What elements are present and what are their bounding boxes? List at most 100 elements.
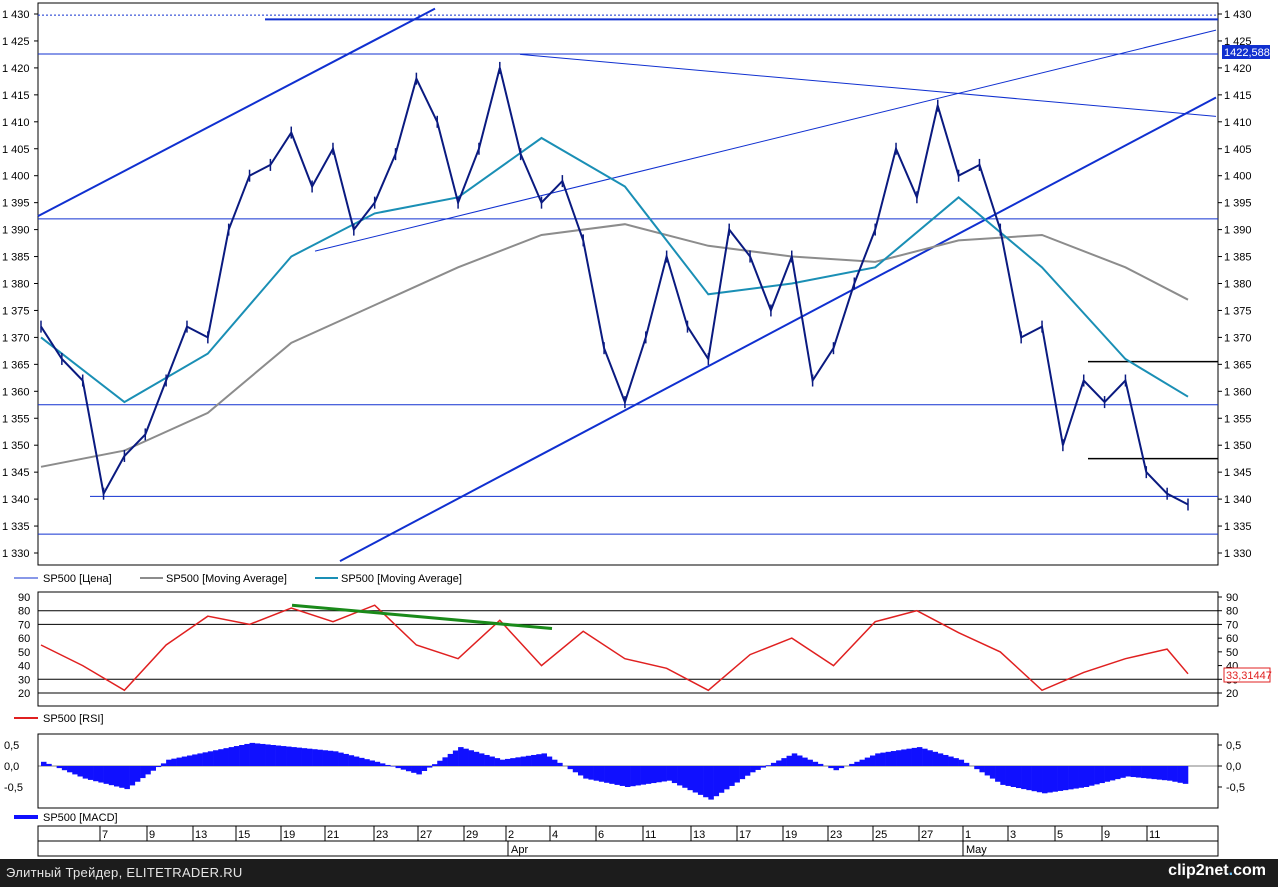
macd-bar	[906, 748, 912, 766]
macd-bar	[113, 766, 120, 787]
macd-ytick-label: 0,0	[1226, 761, 1241, 773]
price-ytick-label-left: 1 345	[2, 467, 30, 479]
macd-bar	[520, 756, 527, 766]
rsi-ytick-label-left: 40	[18, 661, 30, 673]
macd-bar	[233, 746, 240, 766]
macd-bar	[1099, 766, 1105, 784]
ma-short-line	[40, 136, 1189, 404]
macd-bar	[275, 745, 282, 766]
rsi-ytick-label-left: 90	[18, 592, 30, 604]
time-tick-label: 7	[102, 829, 108, 841]
macd-bar	[1109, 766, 1116, 781]
macd-bar	[46, 763, 52, 766]
macd-bar	[103, 766, 110, 784]
macd-bar	[197, 753, 203, 766]
price-ytick-label-right: 1 345	[1224, 467, 1252, 479]
macd-bar	[207, 751, 214, 766]
price-panel-frame	[37, 2, 1219, 566]
macd-bar	[458, 747, 464, 766]
macd-bar	[155, 766, 162, 768]
macd-bar	[452, 750, 459, 766]
macd-bar	[770, 762, 777, 766]
time-tick-label: 19	[283, 829, 295, 841]
macd-bar	[306, 748, 313, 766]
trendline-falling-thin	[519, 53, 1217, 117]
macd-bar	[442, 757, 448, 766]
macd-bar	[286, 746, 292, 766]
macd-bar	[541, 753, 548, 766]
macd-bar	[942, 754, 949, 766]
macd-bar	[598, 766, 605, 782]
macd-bar	[239, 745, 245, 766]
macd-bar	[400, 766, 407, 770]
macd-bar	[82, 766, 89, 779]
macd-bar	[619, 766, 626, 786]
macd-bar	[437, 760, 443, 766]
rsi-ytick-label-left: 20	[18, 688, 30, 700]
macd-bar	[1052, 766, 1058, 792]
macd-bar	[551, 759, 558, 766]
macd-bar	[588, 766, 594, 780]
macd-bar	[958, 759, 965, 766]
macd-bar	[776, 760, 782, 766]
macd-bar	[723, 766, 730, 790]
macd-bar	[515, 757, 521, 766]
macd-bar	[192, 754, 198, 766]
macd-bar	[1104, 766, 1111, 782]
macd-bar	[630, 766, 636, 787]
macd-bar	[353, 756, 360, 766]
price-ytick-label-right: 1 395	[1224, 198, 1252, 210]
macd-bar	[838, 766, 845, 769]
macd-bar	[692, 766, 699, 793]
macd-bar	[750, 766, 756, 773]
price-ytick-label-left: 1 365	[2, 359, 30, 371]
macd-bar	[1141, 766, 1147, 779]
macd-bar	[828, 766, 834, 769]
macd-bar	[218, 749, 224, 766]
macd-bar	[411, 766, 417, 773]
macd-ytick-label-left: 0,0	[4, 761, 19, 773]
macd-bar	[854, 761, 860, 766]
macd-bar	[666, 766, 673, 781]
macd-bar	[505, 758, 511, 766]
macd-bar	[640, 766, 647, 785]
macd-bar	[687, 766, 693, 791]
rsi-ytick-label: 20	[1226, 688, 1238, 700]
macd-bar	[301, 748, 308, 766]
macd-bar	[1125, 766, 1131, 777]
time-tick-label: 29	[466, 829, 478, 841]
macd-bar	[395, 766, 402, 769]
macd-bar	[1115, 766, 1121, 780]
footer-source-text: Элитный Трейдер, ELITETRADER.RU	[6, 865, 243, 880]
macd-bar	[979, 766, 985, 773]
macd-bar	[317, 749, 323, 766]
macd-bar	[525, 755, 532, 766]
price-ytick-label-left: 1 340	[2, 494, 30, 506]
macd-bar	[1088, 766, 1095, 786]
macd-bar	[1146, 766, 1152, 779]
macd-bar	[755, 766, 761, 770]
macd-bar	[176, 757, 183, 766]
rsi-line	[40, 604, 1189, 692]
macd-bar	[202, 752, 209, 766]
time-tick-label: 9	[1104, 829, 1110, 841]
price-ytick-label-right: 1 355	[1224, 413, 1252, 425]
macd-bar	[833, 766, 839, 771]
time-tick-label: 4	[552, 829, 558, 841]
macd-bar	[849, 763, 855, 766]
macd-bar	[536, 754, 542, 766]
price-ytick-label-left: 1 430	[2, 9, 30, 21]
macd-bar	[567, 766, 574, 770]
price-ytick-label-left: 1 415	[2, 90, 30, 102]
macd-bar	[160, 763, 167, 766]
price-ytick-label-left: 1 410	[2, 117, 30, 129]
macd-bar	[984, 766, 991, 776]
time-tick-label: 27	[420, 829, 432, 841]
macd-bar	[338, 752, 344, 766]
price-ytick-label-left: 1 355	[2, 413, 30, 425]
macd-bar	[817, 763, 824, 766]
macd-bar	[374, 761, 381, 766]
legend-price-label: SP500 [Цена]	[43, 573, 112, 585]
macd-bar	[791, 753, 798, 766]
